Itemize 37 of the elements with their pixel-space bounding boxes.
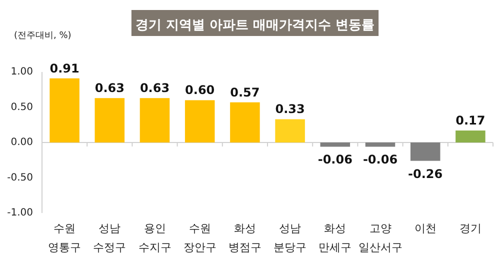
bar bbox=[94, 98, 125, 142]
bar bbox=[365, 142, 396, 147]
bar bbox=[140, 98, 170, 142]
data-label: 0.63 bbox=[140, 81, 170, 96]
chart-title: 경기 지역별 아파트 매매가격지수 변동률 bbox=[135, 18, 375, 33]
data-label: -0.06 bbox=[318, 152, 352, 167]
x-tick-label: 성남 수정구 bbox=[93, 222, 126, 254]
data-label: -0.26 bbox=[408, 166, 443, 181]
x-tick-label: 화성 병점구 bbox=[228, 222, 262, 254]
x-tick-label: 용인 수지구 bbox=[138, 222, 172, 254]
y-tick-label: 0.00 bbox=[10, 137, 33, 148]
x-tick-label: 화성 만세구 bbox=[318, 222, 352, 254]
data-label: 0.33 bbox=[275, 102, 305, 116]
bar bbox=[320, 142, 350, 147]
bar bbox=[230, 102, 260, 142]
bar bbox=[50, 78, 80, 142]
bar bbox=[410, 142, 440, 161]
y-axis-title: (전주대비, %) bbox=[14, 31, 72, 41]
y-tick-label: -0.50 bbox=[7, 172, 33, 184]
data-label: 0.91 bbox=[50, 61, 80, 76]
x-tick-label: 성남 분당구 bbox=[274, 222, 307, 254]
bar bbox=[456, 130, 486, 142]
data-label: 0.57 bbox=[230, 85, 260, 100]
data-label: 0.63 bbox=[94, 81, 124, 96]
y-tick-label: -1.00 bbox=[7, 208, 33, 218]
x-tick-label: 경기 bbox=[459, 222, 482, 235]
x-tick-label: 고양 일산서구 bbox=[358, 222, 402, 254]
y-tick-label: 0.50 bbox=[10, 102, 33, 113]
data-label: -0.06 bbox=[362, 152, 398, 167]
data-label: 0.60 bbox=[185, 83, 215, 98]
data-label: 0.17 bbox=[456, 114, 486, 128]
bar bbox=[184, 100, 215, 142]
x-tick-label: 수원 영통구 bbox=[48, 222, 82, 254]
y-tick-label: 1.00 bbox=[10, 66, 33, 78]
x-tick-label: 이천 bbox=[414, 222, 436, 235]
bar bbox=[275, 119, 305, 142]
x-tick-label: 수원 장안구 bbox=[183, 222, 216, 254]
